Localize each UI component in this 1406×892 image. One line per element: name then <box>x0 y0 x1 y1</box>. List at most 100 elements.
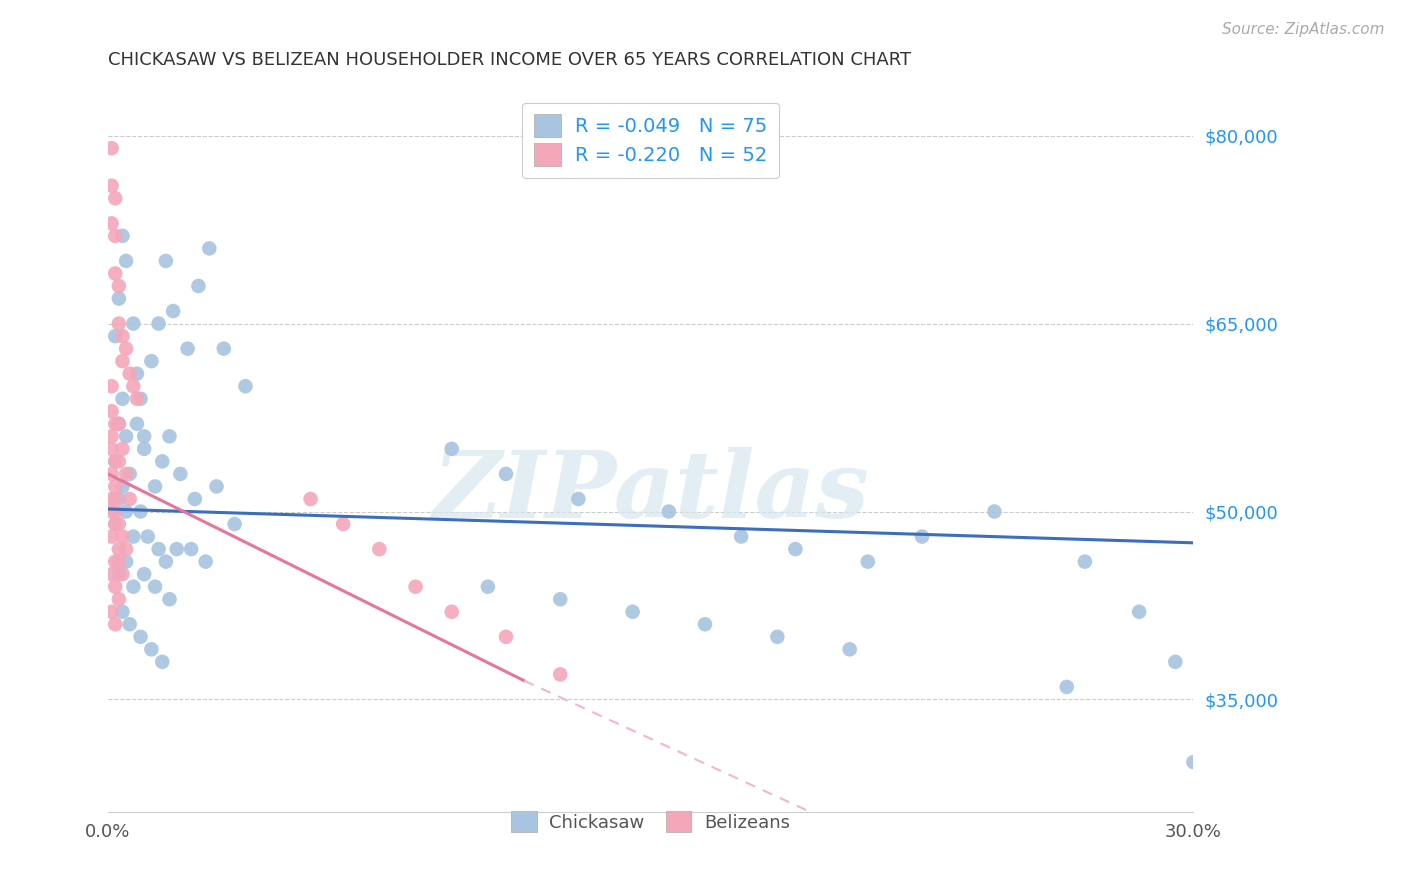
Point <box>111 354 134 368</box>
Point <box>111 605 134 619</box>
Point <box>1128 605 1150 619</box>
Point <box>477 580 499 594</box>
Point <box>118 367 141 381</box>
Point <box>495 630 517 644</box>
Point <box>224 516 246 531</box>
Point <box>235 379 257 393</box>
Point <box>983 504 1005 518</box>
Point <box>141 354 163 368</box>
Point <box>115 254 138 268</box>
Point <box>111 530 134 544</box>
Point <box>100 491 122 506</box>
Point <box>104 454 127 468</box>
Point <box>108 592 131 607</box>
Point <box>198 241 221 255</box>
Point <box>100 605 122 619</box>
Point <box>134 567 156 582</box>
Point <box>104 417 127 431</box>
Point <box>122 379 145 393</box>
Point <box>115 429 138 443</box>
Point <box>134 442 156 456</box>
Point <box>159 429 181 443</box>
Point <box>118 617 141 632</box>
Point <box>148 542 170 557</box>
Point <box>1056 680 1078 694</box>
Point <box>125 392 148 406</box>
Text: CHICKASAW VS BELIZEAN HOUSEHOLDER INCOME OVER 65 YEARS CORRELATION CHART: CHICKASAW VS BELIZEAN HOUSEHOLDER INCOME… <box>108 51 911 69</box>
Point <box>122 530 145 544</box>
Point <box>100 442 122 456</box>
Point <box>108 516 131 531</box>
Point <box>658 504 681 518</box>
Point <box>104 516 127 531</box>
Point <box>108 317 131 331</box>
Point <box>104 228 127 243</box>
Point <box>693 617 716 632</box>
Point <box>838 642 860 657</box>
Point <box>118 467 141 481</box>
Point <box>104 267 127 281</box>
Point <box>104 555 127 569</box>
Point <box>180 542 202 557</box>
Point <box>104 516 127 531</box>
Point <box>187 279 209 293</box>
Point <box>148 317 170 331</box>
Point <box>104 191 127 205</box>
Point <box>155 555 177 569</box>
Point <box>150 655 173 669</box>
Point <box>111 392 134 406</box>
Point <box>212 342 235 356</box>
Point <box>785 542 807 557</box>
Point <box>108 417 131 431</box>
Point <box>115 504 138 518</box>
Point <box>115 555 138 569</box>
Point <box>332 516 354 531</box>
Point <box>205 479 228 493</box>
Point <box>143 479 166 493</box>
Point <box>104 580 127 594</box>
Point <box>1164 655 1187 669</box>
Point <box>1182 755 1205 769</box>
Point <box>111 479 134 493</box>
Point <box>143 580 166 594</box>
Point <box>108 292 131 306</box>
Point <box>184 491 207 506</box>
Point <box>111 442 134 456</box>
Point <box>129 392 152 406</box>
Point <box>134 429 156 443</box>
Point <box>104 491 127 506</box>
Point <box>104 329 127 343</box>
Point <box>125 367 148 381</box>
Point <box>108 567 131 582</box>
Point <box>108 279 131 293</box>
Point <box>548 592 571 607</box>
Point <box>104 479 127 493</box>
Point <box>911 530 934 544</box>
Point <box>115 467 138 481</box>
Point <box>567 491 589 506</box>
Point <box>141 642 163 657</box>
Point <box>108 491 131 506</box>
Point <box>108 454 131 468</box>
Point <box>548 667 571 681</box>
Point <box>621 605 644 619</box>
Point <box>100 379 122 393</box>
Point <box>495 467 517 481</box>
Point <box>100 404 122 418</box>
Point <box>104 504 127 518</box>
Point <box>108 555 131 569</box>
Point <box>118 491 141 506</box>
Point <box>108 417 131 431</box>
Point <box>100 141 122 155</box>
Point <box>111 329 134 343</box>
Text: ZIPatlas: ZIPatlas <box>432 448 869 538</box>
Point <box>129 504 152 518</box>
Point <box>104 454 127 468</box>
Point <box>405 580 427 594</box>
Point <box>155 254 177 268</box>
Point <box>166 542 188 557</box>
Point <box>125 417 148 431</box>
Point <box>159 592 181 607</box>
Point <box>766 630 789 644</box>
Point <box>440 442 463 456</box>
